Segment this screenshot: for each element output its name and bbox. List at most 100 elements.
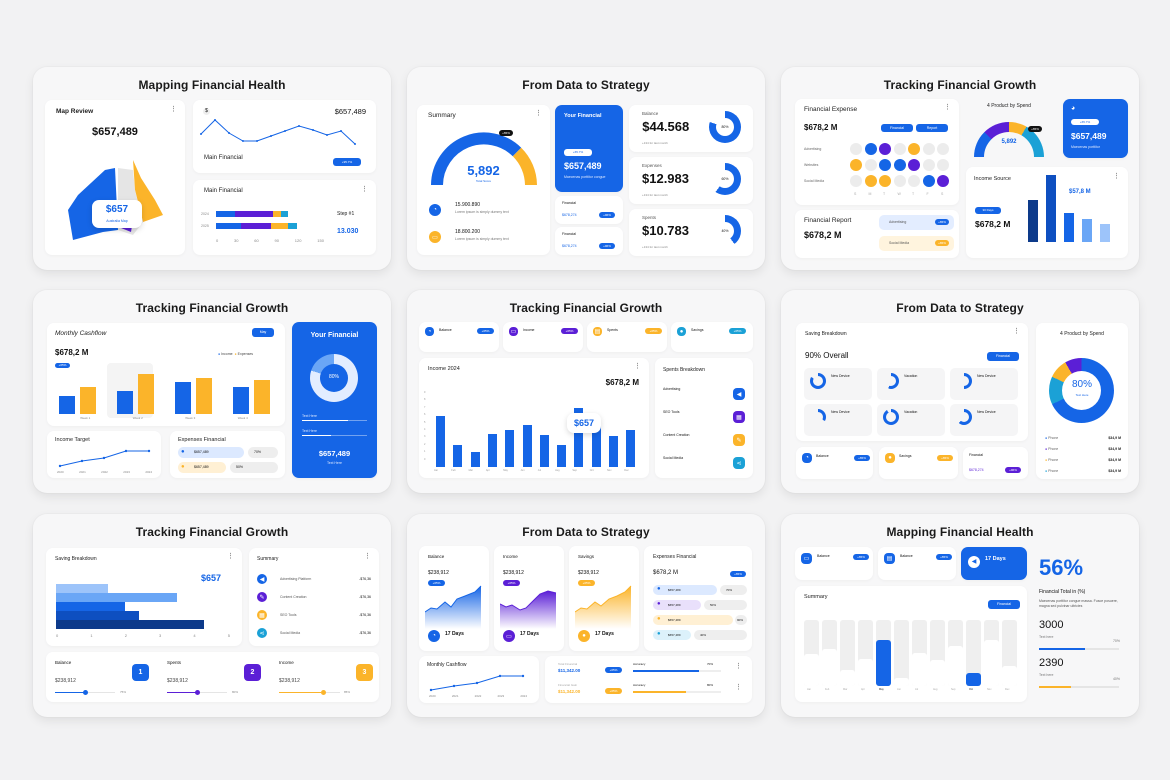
donut-80: 80% [310,354,358,402]
period-badge[interactable]: 30 Days [975,207,1001,214]
bubble [850,175,862,187]
days-card: ◀ 17 Days [961,547,1027,580]
slide-tracking-financial-growth-4[interactable]: Tracking Financial Growth Saving Breakdo… [33,514,391,717]
seo-icon: ▦ [257,610,267,620]
donut-chart [1049,358,1114,423]
bar-track[interactable] [858,620,873,686]
slider-handle[interactable] [195,690,200,695]
more-menu-icon[interactable]: ⋮ [361,186,368,193]
bubble [893,143,906,155]
month-selector[interactable]: May [252,328,274,337]
summary-chart-card: Summary Financial Jan Feb Mar Apr May Jun Jul A… [795,586,1027,702]
day-label: W [897,192,901,196]
more-menu-icon[interactable]: ⋮ [227,553,234,560]
area-chart [425,585,482,629]
kpi-balance: ◔ Balance +65% [419,322,499,352]
slide-title: Mapping Financial Health [138,78,286,92]
more-menu-icon[interactable]: ⋮ [944,104,951,111]
toggle[interactable]: +96% [599,212,615,218]
kpi-spents: ▤ Spents +65% [587,322,667,352]
slide-from-data-to-strategy-3[interactable]: From Data to Strategy Balance $238,912 +65… [407,514,765,717]
income-target-line [58,449,151,468]
bar-track[interactable] [912,620,927,686]
step-value: 13.030 [337,228,359,235]
card-title: Map Review [56,108,94,115]
pie-icon: ◕ [1071,105,1076,112]
financial-button[interactable]: Financial [988,600,1020,609]
share-icon[interactable]: ⋖ [733,457,745,469]
donut-80: 80% [709,111,741,143]
accuracy-card: Total Financial $11,342.00 +65% Accuracy 7… [545,656,752,703]
income-bar-chart [1028,175,1118,242]
bar-track[interactable] [930,620,945,686]
slide-mapping-financial-health-2[interactable]: Mapping Financial Health ▭ Balance +65% ▤ B… [781,514,1139,717]
bubble [908,175,920,187]
slider-handle[interactable] [83,690,88,695]
horizontal-bar-chart [56,584,204,629]
bubble [879,143,891,155]
more-menu-icon[interactable]: ⋮ [1113,173,1120,180]
slide-from-data-to-strategy-2[interactable]: From Data to Strategy Saving Breakdown ⋮… [781,290,1139,493]
map-review-card: Map Review ⋮ $657,489 $657 Australia Map [45,100,185,255]
slide-mapping-financial-health-1[interactable]: Mapping Financial Health Map Review ⋮ $6… [33,67,391,270]
bar [574,408,584,467]
card-title: Main Financial [204,188,243,194]
content-icon[interactable]: ✎ [733,434,745,446]
map-badge: $657 Australia Map [92,200,142,228]
your-financial-card: Your Financial 80% Text Here Text Here $… [292,322,377,478]
slide-from-data-to-strategy-1[interactable]: From Data to Strategy Summary ⋮ +65% 5,8… [407,67,765,270]
more-menu-icon[interactable]: ⋮ [735,684,742,691]
bar-track[interactable] [1002,620,1017,686]
stacked-bar-2024 [216,211,288,217]
more-menu-icon[interactable]: ⋮ [364,553,371,560]
bar-track[interactable] [876,620,891,686]
bar-track[interactable] [840,620,855,686]
bar-track[interactable] [804,620,819,686]
megaphone-icon[interactable]: ◀ [733,388,745,400]
donut-60: 60% [709,163,741,195]
more-menu-icon[interactable]: ⋮ [634,363,641,370]
bar [522,425,532,467]
steps-card: Balance $238,912 1 75% Spents $238,912 2 8… [46,652,379,702]
seo-icon[interactable]: ▦ [733,411,745,423]
area-card-balance: Balance $238,912 +65% ◔ 17 Days [419,546,489,651]
line-chart-card: $ $657,489 Main Financial +95.7% [193,100,376,173]
bubble [864,159,877,171]
bar [557,445,567,467]
bar-track[interactable] [822,620,837,686]
financial-button[interactable]: Financial [881,124,913,132]
slide-tracking-financial-growth-2[interactable]: Tracking Financial Growth Monthly Cashfl… [33,290,391,493]
bar [470,452,480,467]
bar-track[interactable] [984,620,999,686]
your-financial-card: Your Financial +65.7% $657,489 Maecenas … [555,105,623,192]
slide-tracking-financial-growth-3[interactable]: Tracking Financial Growth ◔ Balance +65% ▭… [407,290,765,493]
day-label: S [941,192,944,196]
stat-card-expenses: Expenses $12.983 +134 for last month 60% [629,157,753,204]
bar-track[interactable] [948,620,963,686]
slide-title: From Data to Strategy [522,78,650,92]
more-menu-icon[interactable]: ⋮ [1013,328,1020,335]
bubble [850,143,862,155]
income-2024-card: Income 2024 ⋮ $678,2 M 9 8 7 6 5 4 3 2 1 0 Jan Feb M… [419,358,649,478]
saving-item: New Device [804,404,872,436]
report-button[interactable]: Report [916,124,948,132]
mini-financial-card: Financial $678,274 +96% [555,196,623,224]
slide-tracking-financial-growth-1[interactable]: Tracking Financial Growth Financial Expe… [781,67,1139,270]
card-title: Summary [428,112,456,119]
slider-handle[interactable] [321,690,326,695]
bar-track[interactable] [894,620,909,686]
saving-item: New Device [804,368,872,400]
toggle[interactable]: +96% [599,243,615,249]
more-menu-icon[interactable]: ⋮ [170,106,177,113]
savings-card: ● Savings +65% [879,447,958,479]
more-menu-icon[interactable]: ⋮ [735,663,742,670]
legend: ● Income ● Expenses [218,352,254,356]
toggle[interactable]: +96% [1005,467,1021,473]
more-menu-icon[interactable]: ⋮ [535,110,542,117]
bar-track[interactable] [966,620,981,686]
area-chart [500,590,557,629]
financial-button[interactable]: Financial [987,352,1019,361]
summary-card: Summary ⋮ ◀ Advertising Platform -$76,36 ✎… [249,548,379,646]
slide-title: From Data to Strategy [522,525,650,539]
stat-card-spents: Spents $10.783 +134 for last month 40% [629,209,753,256]
